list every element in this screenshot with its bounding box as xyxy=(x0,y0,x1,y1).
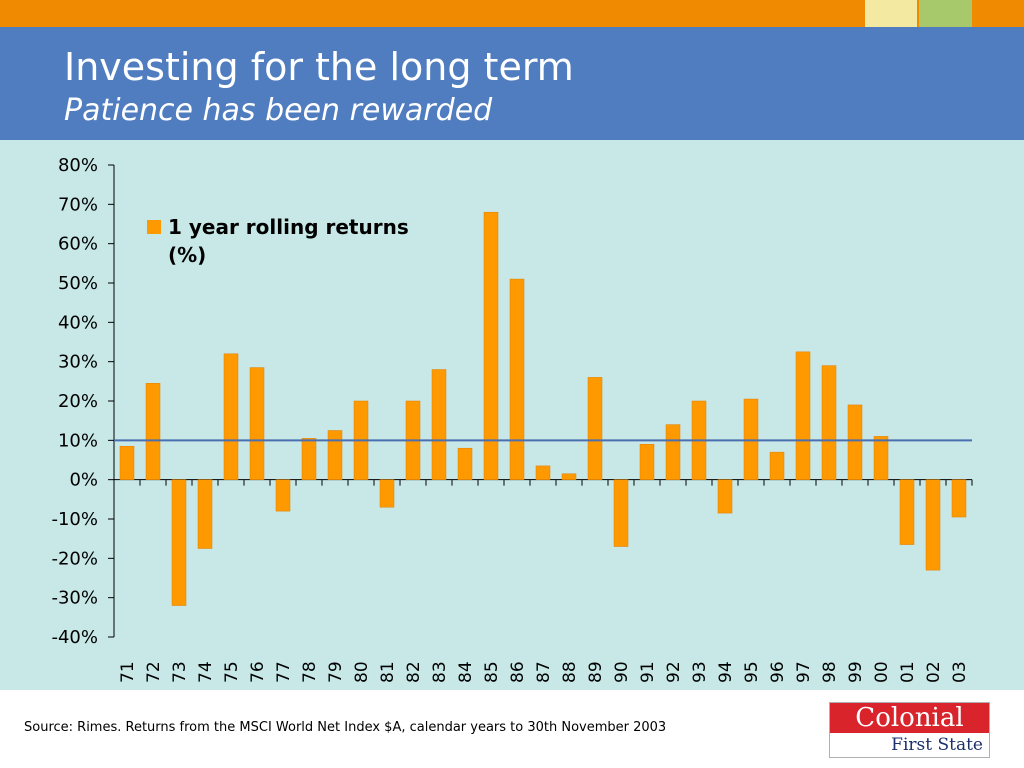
title-band xyxy=(0,27,1024,140)
bar-73 xyxy=(171,479,187,606)
decorative-yellow-square xyxy=(865,0,917,27)
x-tick-label: 89 xyxy=(586,661,606,683)
y-tick-label: -30% xyxy=(51,588,98,609)
bar-79 xyxy=(327,430,343,480)
x-tick-label: 80 xyxy=(352,661,372,683)
bar-74 xyxy=(197,479,213,549)
x-tick-label: 81 xyxy=(378,661,398,683)
slide-subtitle: Patience has been rewarded xyxy=(64,93,493,128)
x-tick-label: 93 xyxy=(690,661,710,683)
x-tick-label: 76 xyxy=(248,661,268,683)
x-tick-label: 82 xyxy=(404,661,424,683)
x-tick-label: 86 xyxy=(508,661,528,683)
decorative-green-square xyxy=(919,0,972,27)
bar-77 xyxy=(275,479,291,512)
x-tick-label: 83 xyxy=(430,661,450,683)
bar-90 xyxy=(613,479,629,547)
x-tick-label: 85 xyxy=(482,661,502,683)
y-tick-label: 30% xyxy=(58,352,98,373)
y-tick-label: 50% xyxy=(58,273,98,294)
bar-71 xyxy=(119,445,135,480)
bar-89 xyxy=(587,377,603,480)
x-tick-label: 73 xyxy=(170,661,190,683)
bar-92 xyxy=(665,424,681,480)
x-tick-label: 97 xyxy=(794,661,814,683)
y-tick-label: -20% xyxy=(51,548,98,569)
y-tick-label: 70% xyxy=(58,194,98,215)
y-tick-label: -40% xyxy=(51,627,98,648)
x-tick-label: 91 xyxy=(638,661,658,683)
y-tick-label: 40% xyxy=(58,312,98,333)
bar-86 xyxy=(509,278,525,480)
colonial-first-state-logo: Colonial First State xyxy=(829,702,990,758)
x-tick-label: 77 xyxy=(274,661,294,683)
bar-81 xyxy=(379,479,395,508)
bar-78 xyxy=(301,438,317,480)
x-tick-label: 79 xyxy=(326,661,346,683)
y-tick-label: 10% xyxy=(58,430,98,451)
bar-72 xyxy=(145,383,161,480)
legend-label-unit: (%) xyxy=(168,243,206,267)
x-tick-label: 00 xyxy=(872,661,892,683)
x-tick-label: 87 xyxy=(534,661,554,683)
slide-title: Investing for the long term xyxy=(64,45,574,89)
x-tick-label: 01 xyxy=(898,661,918,683)
x-tick-label: 92 xyxy=(664,661,684,683)
bar-85 xyxy=(483,211,499,480)
y-tick-label: 0% xyxy=(69,470,98,491)
source-note: Source: Rimes. Returns from the MSCI Wor… xyxy=(24,720,667,735)
top-accent-bar xyxy=(0,0,1024,27)
bar-01 xyxy=(899,479,915,545)
logo-top-text: Colonial xyxy=(830,703,989,733)
x-tick-label: 88 xyxy=(560,661,580,683)
bar-03 xyxy=(951,479,967,518)
bar-02 xyxy=(925,479,941,571)
x-tick-label: 84 xyxy=(456,661,476,683)
x-tick-label: 96 xyxy=(768,661,788,683)
returns-bar-chart: 80% 70% 60% 50% 40% 30% 20% 10% 0% -10% -20% -30% -4… xyxy=(51,155,973,683)
bar-87 xyxy=(535,465,551,480)
x-tick-label: 99 xyxy=(846,661,866,683)
x-tick-label: 02 xyxy=(924,661,944,683)
bar-98 xyxy=(821,365,837,480)
bar-84 xyxy=(457,447,473,480)
x-tick-label: 98 xyxy=(820,661,840,683)
x-tick-label: 90 xyxy=(612,661,632,683)
x-tick-label: 71 xyxy=(118,661,138,683)
y-tick-label: 80% xyxy=(58,155,98,176)
legend-swatch xyxy=(147,220,161,234)
bar-83 xyxy=(431,369,447,480)
x-tick-label: 74 xyxy=(196,661,216,683)
logo-bottom-text: First State xyxy=(830,733,989,757)
bar-99 xyxy=(847,404,863,480)
bar-00 xyxy=(873,436,889,480)
x-tick-label: 03 xyxy=(950,661,970,683)
x-tick-label: 95 xyxy=(742,661,762,683)
x-tick-label: 78 xyxy=(300,661,320,683)
y-tick-label: -10% xyxy=(51,509,98,530)
x-tick-label: 94 xyxy=(716,661,736,683)
bar-94 xyxy=(717,479,733,514)
bar-91 xyxy=(639,444,655,480)
bar-76 xyxy=(249,367,265,480)
bar-96 xyxy=(769,451,785,480)
bar-97 xyxy=(795,351,811,480)
x-tick-label: 75 xyxy=(222,661,242,683)
y-tick-label: 60% xyxy=(58,234,98,255)
bar-75 xyxy=(223,353,239,480)
y-tick-label: 20% xyxy=(58,391,98,412)
x-tick-label: 72 xyxy=(144,661,164,683)
bar-88 xyxy=(561,473,577,480)
legend-label: 1 year rolling returns xyxy=(168,215,409,239)
